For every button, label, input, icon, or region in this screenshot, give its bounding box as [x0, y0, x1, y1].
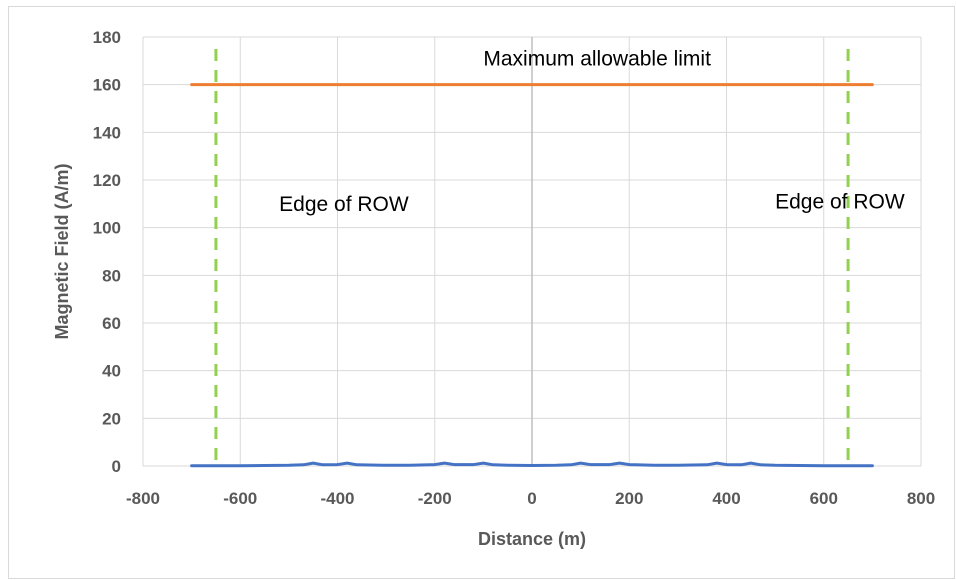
x-tick-label: -400: [320, 489, 354, 508]
y-tick-label: 80: [102, 266, 121, 285]
series-lines: [190, 83, 874, 468]
x-tick-label: -800: [126, 489, 160, 508]
annotation-label: Edge of ROW: [279, 193, 409, 216]
y-tick-label: 0: [112, 457, 121, 476]
y-tick-label: 180: [93, 28, 121, 47]
x-tick-label: 600: [810, 489, 838, 508]
y-tick-label: 20: [102, 409, 121, 428]
x-tick-label: -600: [223, 489, 257, 508]
y-tick-label: 120: [93, 171, 121, 190]
x-axis-title: Distance (m): [478, 529, 586, 549]
x-tick-label: -200: [418, 489, 452, 508]
x-tick-label: 0: [527, 489, 536, 508]
y-axis-title: Magnetic Field (A/m): [52, 163, 72, 339]
x-tick-label: 200: [615, 489, 643, 508]
annotation-label: Edge of ROW: [775, 191, 905, 214]
chart-frame: [8, 6, 955, 579]
y-tick-label: 40: [102, 362, 121, 381]
annotation-label: Maximum allowable limit: [483, 48, 711, 71]
annotations: Maximum allowable limit Edge of ROW Edge o…: [279, 48, 905, 216]
y-tick-labels: 0 20 40 60 80 100 120 140 160 180: [93, 28, 121, 476]
row-edge-lines: [214, 49, 850, 466]
y-tick-label: 60: [102, 314, 121, 333]
y-tick-label: 100: [93, 219, 121, 238]
x-tick-labels: -800 -600 -400 -200 0 200 400 600 800: [126, 489, 935, 508]
y-tick-label: 140: [93, 123, 121, 142]
magnetic-field-series-line: [190, 461, 874, 468]
x-tick-label: 400: [712, 489, 740, 508]
x-tick-label: 800: [907, 489, 935, 508]
y-tick-label: 160: [93, 76, 121, 95]
